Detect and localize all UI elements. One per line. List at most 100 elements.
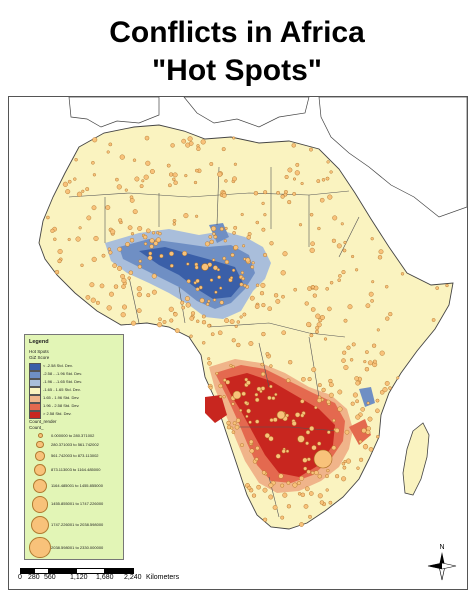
- conflict-point: [317, 493, 323, 499]
- conflict-point: [157, 322, 163, 328]
- conflict-point: [232, 176, 237, 182]
- conflict-point: [129, 238, 135, 243]
- legend-count-symbol: [35, 451, 45, 461]
- conflict-point: [207, 323, 211, 328]
- conflict-point: [260, 386, 266, 391]
- conflict-point: [174, 328, 180, 333]
- conflict-point: [219, 286, 223, 290]
- conflict-point: [308, 514, 312, 519]
- conflict-point: [231, 338, 236, 343]
- conflict-point: [295, 162, 300, 167]
- conflict-point: [326, 399, 331, 405]
- map-subtitle: "Hot Spots": [151, 54, 323, 87]
- conflict-point: [382, 387, 388, 393]
- conflict-point: [234, 324, 238, 328]
- conflict-point: [376, 435, 380, 439]
- conflict-point: [245, 257, 251, 263]
- conflict-point: [232, 231, 236, 235]
- conflict-point: [137, 264, 142, 269]
- legend-swatch: [29, 363, 41, 371]
- conflict-point: [332, 215, 338, 221]
- conflict-point: [292, 192, 297, 196]
- conflict-point: [349, 358, 354, 362]
- conflict-point: [219, 395, 223, 399]
- conflict-point: [231, 365, 235, 369]
- conflict-point: [372, 359, 377, 364]
- legend-class-label: 1.96 - 2.58 Std. Dev.: [43, 403, 80, 408]
- conflict-point: [282, 251, 288, 257]
- conflict-point: [298, 223, 303, 227]
- conflict-point: [136, 292, 142, 298]
- conflict-point: [209, 278, 214, 282]
- conflict-point: [62, 181, 68, 187]
- conflict-point: [235, 418, 241, 423]
- conflict-point: [363, 360, 367, 364]
- conflict-point: [81, 189, 85, 193]
- conflict-point: [337, 278, 341, 282]
- conflict-point: [239, 408, 243, 412]
- conflict-point: [327, 306, 332, 312]
- conflict-point: [148, 251, 153, 256]
- conflict-point: [198, 285, 203, 290]
- scale-unit: Kilometers: [146, 574, 180, 581]
- conflict-point: [208, 235, 213, 239]
- conflict-point: [247, 232, 252, 236]
- conflict-point: [89, 282, 95, 288]
- legend-class-label: -2.58 - -1.96 Std. Dev.: [43, 371, 83, 376]
- country-borders: [68, 166, 360, 518]
- conflict-point: [268, 482, 274, 488]
- conflict-point: [224, 179, 228, 183]
- conflict-point: [316, 397, 322, 403]
- conflict-point: [229, 363, 233, 368]
- conflict-point: [338, 274, 342, 278]
- conflict-point: [361, 428, 367, 434]
- conflict-point: [331, 445, 337, 451]
- conflict-point: [309, 426, 315, 431]
- conflict-point: [311, 445, 317, 451]
- north-label: N: [439, 544, 444, 551]
- conflict-point: [219, 227, 224, 231]
- conflict-point: [230, 252, 235, 258]
- conflict-point: [158, 317, 162, 322]
- conflict-point: [260, 282, 266, 288]
- conflict-point: [329, 170, 333, 174]
- conflict-point: [286, 481, 291, 485]
- conflict-point: [168, 172, 174, 177]
- conflict-point: [219, 300, 224, 305]
- surrounding-landmasses: [68, 97, 467, 218]
- conflict-point: [136, 286, 142, 292]
- conflict-point: [355, 380, 361, 386]
- conflict-point: [253, 190, 259, 196]
- conflict-point: [196, 146, 201, 151]
- conflict-point: [431, 318, 436, 322]
- conflict-point: [207, 357, 211, 361]
- legend-class-label: 1.65 - 1.96 Std. Dev.: [43, 395, 80, 400]
- conflict-point: [329, 382, 334, 388]
- conflict-point: [351, 342, 356, 347]
- conflict-point: [365, 350, 369, 354]
- legend-count-symbol: [31, 496, 49, 513]
- conflict-point: [129, 195, 134, 200]
- conflict-point: [221, 193, 227, 198]
- conflict-point: [221, 147, 226, 152]
- conflict-point: [278, 473, 284, 479]
- conflict-point: [120, 312, 126, 318]
- conflict-point: [317, 474, 322, 479]
- conflict-point: [296, 481, 301, 486]
- conflict-point: [292, 177, 297, 181]
- conflict-point: [288, 360, 293, 365]
- conflict-point: [186, 262, 190, 266]
- conflict-point: [187, 136, 193, 142]
- conflict-point: [341, 461, 346, 466]
- conflict-point: [136, 308, 142, 313]
- conflict-point: [131, 320, 136, 326]
- conflict-point: [233, 162, 237, 166]
- conflict-point: [246, 380, 251, 385]
- legend-class-label: < -2.58 Std. Dev.: [43, 363, 73, 368]
- conflict-point: [95, 300, 100, 305]
- conflict-point: [234, 424, 240, 430]
- conflict-point: [78, 226, 82, 230]
- conflict-point: [347, 304, 353, 310]
- conflict-point: [124, 188, 128, 192]
- legend-count-label-item: 873.113003 to 1164.485000: [51, 466, 101, 472]
